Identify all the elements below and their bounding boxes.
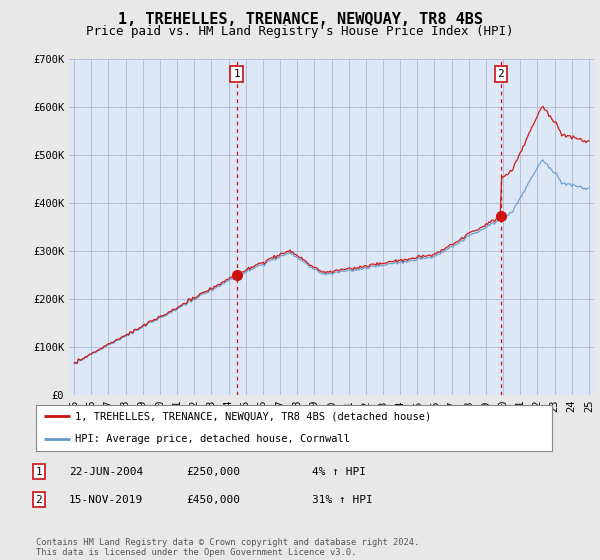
Text: £250,000: £250,000 [186, 466, 240, 477]
Text: 2: 2 [35, 494, 43, 505]
Text: 4% ↑ HPI: 4% ↑ HPI [312, 466, 366, 477]
Text: 31% ↑ HPI: 31% ↑ HPI [312, 494, 373, 505]
Text: 22-JUN-2004: 22-JUN-2004 [69, 466, 143, 477]
Text: 2: 2 [497, 69, 504, 79]
Text: 1: 1 [35, 466, 43, 477]
Text: HPI: Average price, detached house, Cornwall: HPI: Average price, detached house, Corn… [74, 435, 350, 444]
Text: Price paid vs. HM Land Registry's House Price Index (HPI): Price paid vs. HM Land Registry's House … [86, 25, 514, 38]
Text: 1: 1 [233, 69, 240, 79]
Text: 1, TREHELLES, TRENANCE, NEWQUAY, TR8 4BS (detached house): 1, TREHELLES, TRENANCE, NEWQUAY, TR8 4BS… [74, 412, 431, 421]
Text: 15-NOV-2019: 15-NOV-2019 [69, 494, 143, 505]
Text: Contains HM Land Registry data © Crown copyright and database right 2024.
This d: Contains HM Land Registry data © Crown c… [36, 538, 419, 557]
Text: 1, TREHELLES, TRENANCE, NEWQUAY, TR8 4BS: 1, TREHELLES, TRENANCE, NEWQUAY, TR8 4BS [118, 12, 482, 27]
Text: £450,000: £450,000 [186, 494, 240, 505]
